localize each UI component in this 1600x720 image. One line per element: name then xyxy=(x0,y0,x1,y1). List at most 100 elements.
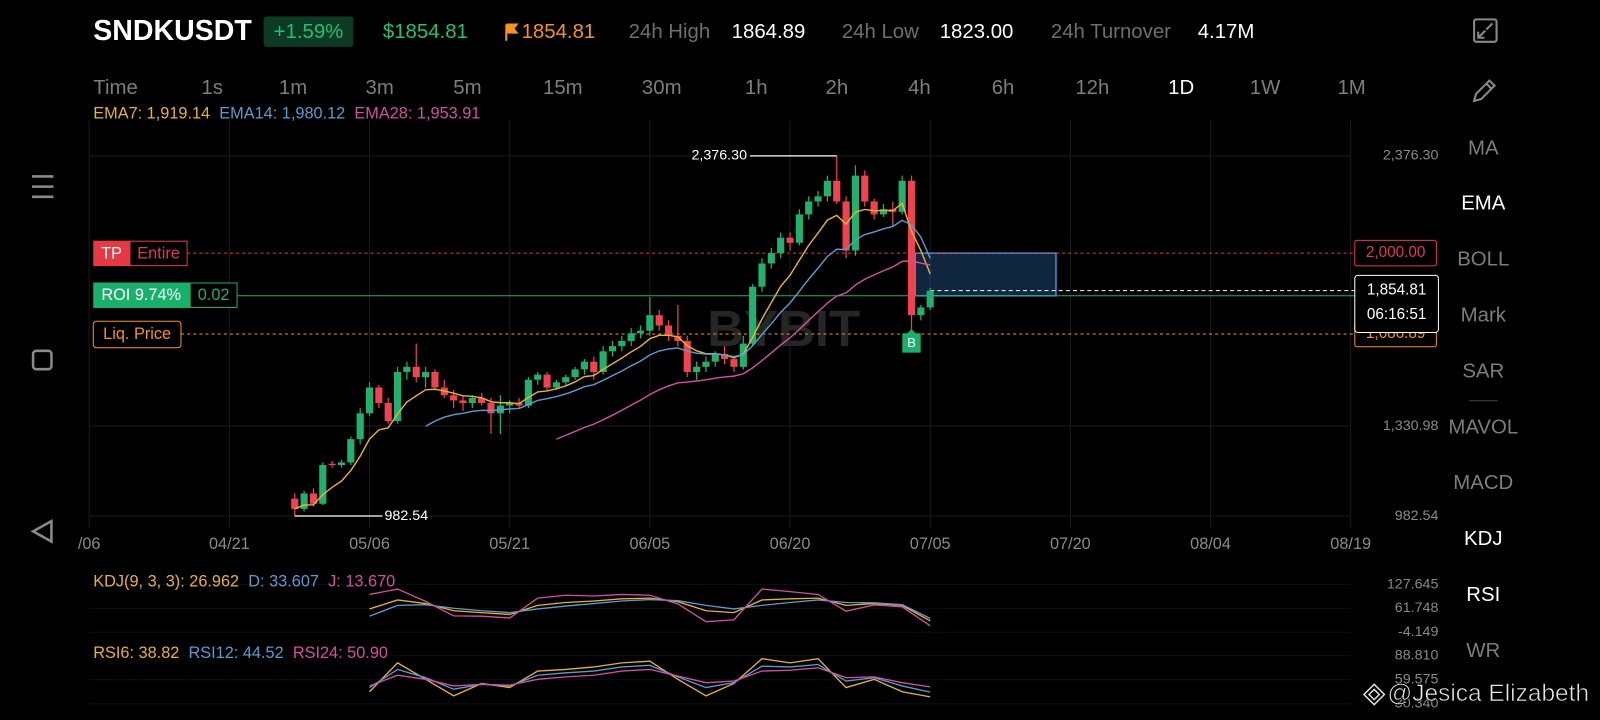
buy-marker-label: B xyxy=(907,335,916,350)
indicator[interactable]: MACD xyxy=(1453,472,1513,494)
legend-entry: RSI24: 50.90 xyxy=(293,644,388,662)
y-tick-label: 2,376.30 xyxy=(1383,148,1439,164)
indicator[interactable]: MA xyxy=(1468,137,1499,159)
candle-body xyxy=(618,340,626,347)
indicator-line xyxy=(369,597,931,622)
y-tick-label: 88.810 xyxy=(1395,647,1439,663)
indicator-line xyxy=(369,663,931,693)
marks xyxy=(291,155,934,698)
ema-line xyxy=(425,219,931,427)
stat-value: 1864.89 xyxy=(732,21,806,43)
timeframe[interactable]: 1M xyxy=(1337,77,1365,99)
legend-entry: RSI12: 44.52 xyxy=(189,644,284,662)
x-tick-label: 06/05 xyxy=(629,535,670,553)
candle-body xyxy=(337,462,346,466)
y-tick-label: 59.575 xyxy=(1395,671,1439,687)
candle-body xyxy=(842,201,850,251)
timeframe[interactable]: 1s xyxy=(201,77,223,99)
candle-body xyxy=(384,403,392,422)
timeframe[interactable]: 3m xyxy=(366,77,394,99)
timeframe[interactable]: 2h xyxy=(825,77,848,99)
legend-entry: RSI6: 38.82 xyxy=(93,644,179,662)
candle-body xyxy=(590,361,598,372)
timeframe[interactable]: 12h xyxy=(1075,77,1109,99)
timeframe[interactable]: Time xyxy=(93,77,138,99)
timeframe[interactable]: 4h xyxy=(908,77,931,99)
countdown: 06:16:51 xyxy=(1367,306,1426,323)
y-tick-label: 127.645 xyxy=(1387,576,1439,592)
candle-body xyxy=(431,371,439,388)
x-tick-label: /06 xyxy=(78,535,101,553)
candle-body xyxy=(459,400,467,404)
tp-tag[interactable] xyxy=(93,240,130,267)
timeframe[interactable]: 6h xyxy=(992,77,1015,99)
tp-label: TP xyxy=(101,244,122,262)
roi-label: ROI 9.74% xyxy=(101,286,181,304)
x-tick-label: 05/21 xyxy=(489,535,530,553)
candle-body xyxy=(814,196,822,202)
legend-entry: EMA28: 1,953.91 xyxy=(354,105,480,123)
candle-body xyxy=(730,359,738,367)
indicator[interactable]: SAR xyxy=(1462,361,1504,383)
candle-body xyxy=(571,369,579,378)
indicator[interactable]: MAVOL xyxy=(1448,417,1518,439)
timeframe[interactable]: 15m xyxy=(543,77,583,99)
candle-body xyxy=(786,237,794,243)
candle-body xyxy=(506,403,514,406)
candle-body xyxy=(291,498,299,509)
buy-marker xyxy=(902,329,921,353)
candle-body xyxy=(721,353,729,360)
timeframe[interactable]: 1m xyxy=(279,77,307,99)
back-icon[interactable] xyxy=(30,518,53,544)
y-tick-label: 982.54 xyxy=(1395,508,1439,524)
indicator[interactable]: KDJ xyxy=(1464,528,1502,550)
current-price-box xyxy=(1354,274,1439,333)
indicator[interactable]: Mark xyxy=(1461,305,1507,327)
candle-body xyxy=(422,371,430,378)
y-tick-label: 1,330.98 xyxy=(1383,418,1439,434)
draw-icon[interactable] xyxy=(1472,79,1496,103)
candle-body xyxy=(833,180,841,202)
roi-value-box[interactable] xyxy=(189,282,238,308)
indicator[interactable]: RSI xyxy=(1466,584,1500,606)
candle-body xyxy=(898,180,906,212)
x-tick-label: 05/06 xyxy=(349,535,390,553)
candle-body xyxy=(365,387,374,414)
symbol[interactable]: SNDKUSDT xyxy=(93,15,252,47)
tp-scope-box[interactable] xyxy=(129,240,188,267)
home-icon[interactable] xyxy=(31,349,53,371)
ema-line xyxy=(294,202,931,510)
liq-tag[interactable] xyxy=(92,320,182,349)
tp-scope: Entire xyxy=(137,244,180,262)
mark-price: 1854.81 xyxy=(522,21,596,43)
menu-icon[interactable] xyxy=(32,175,54,199)
candle-body xyxy=(487,403,495,414)
candle-body xyxy=(608,346,617,352)
timeframe[interactable]: 1W xyxy=(1250,77,1281,99)
timeframe[interactable]: 1h xyxy=(745,77,768,99)
candle-body xyxy=(478,397,486,404)
candle-body xyxy=(450,395,458,401)
indicator[interactable]: BOLL xyxy=(1457,248,1509,270)
indicator[interactable]: WR xyxy=(1466,640,1500,662)
candle-body xyxy=(674,335,682,341)
candle-body xyxy=(758,263,766,287)
fullscreen-icon[interactable] xyxy=(1473,18,1498,43)
indicator[interactable]: EMA xyxy=(1461,192,1506,214)
credit: @Jesica Elizabeth xyxy=(1387,680,1589,707)
candle-body xyxy=(375,387,383,404)
candle-body xyxy=(580,361,589,370)
candle-body xyxy=(534,374,542,380)
timeframe[interactable]: 5m xyxy=(453,77,481,99)
candle-body xyxy=(861,175,869,202)
tp-price-box xyxy=(1354,239,1437,267)
roi-tag[interactable] xyxy=(93,282,191,308)
candle-body xyxy=(777,237,785,254)
timeframe[interactable]: 30m xyxy=(642,77,682,99)
candle-body xyxy=(627,333,635,341)
legend-entry: EMA14: 1,980.12 xyxy=(219,105,345,123)
x-tick-label: 07/20 xyxy=(1050,535,1091,553)
indicator-line xyxy=(369,598,931,620)
candle-body xyxy=(879,209,888,215)
timeframe[interactable]: 1D xyxy=(1168,77,1194,99)
